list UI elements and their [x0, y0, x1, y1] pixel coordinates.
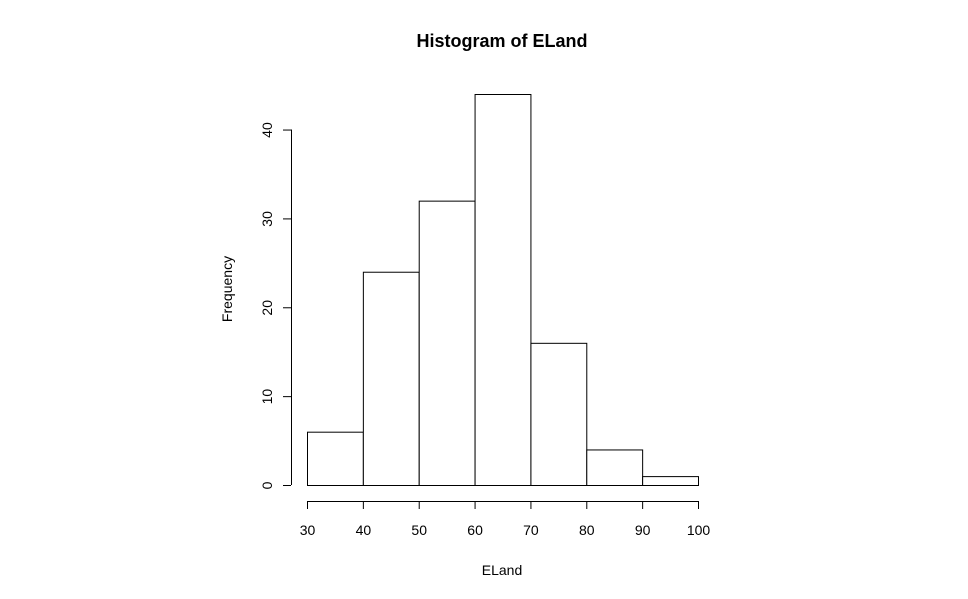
y-axis-label: Frequency [219, 256, 235, 322]
x-tick-label-90: 90 [635, 522, 651, 538]
histogram-bar-90-100 [643, 477, 699, 486]
histogram-bar-40-50 [363, 272, 419, 485]
y-tick-label-30: 30 [259, 211, 275, 227]
x-tick-label-50: 50 [411, 522, 427, 538]
histogram-bar-60-70 [475, 95, 531, 486]
x-axis: 30 40 50 60 70 80 90 100 [300, 501, 711, 538]
y-tick-label-20: 20 [259, 300, 275, 316]
x-tick-label-30: 30 [300, 522, 316, 538]
y-tick-label-10: 10 [259, 389, 275, 405]
x-tick-label-80: 80 [579, 522, 595, 538]
histogram-bar-50-60 [419, 201, 475, 485]
x-axis-label: ELand [482, 562, 522, 578]
y-tick-label-0: 0 [259, 481, 275, 489]
histogram-bar-70-80 [531, 343, 587, 485]
x-tick-label-100: 100 [687, 522, 711, 538]
x-tick-label-40: 40 [356, 522, 372, 538]
y-axis: 0 10 20 30 40 [259, 122, 292, 489]
x-tick-label-60: 60 [467, 522, 483, 538]
histogram-bar-30-40 [308, 432, 364, 485]
x-tick-label-70: 70 [523, 522, 539, 538]
y-tick-label-40: 40 [259, 122, 275, 138]
bars-group [308, 95, 699, 486]
chart-title: Histogram of ELand [416, 31, 587, 51]
histogram-bar-80-90 [587, 450, 643, 486]
